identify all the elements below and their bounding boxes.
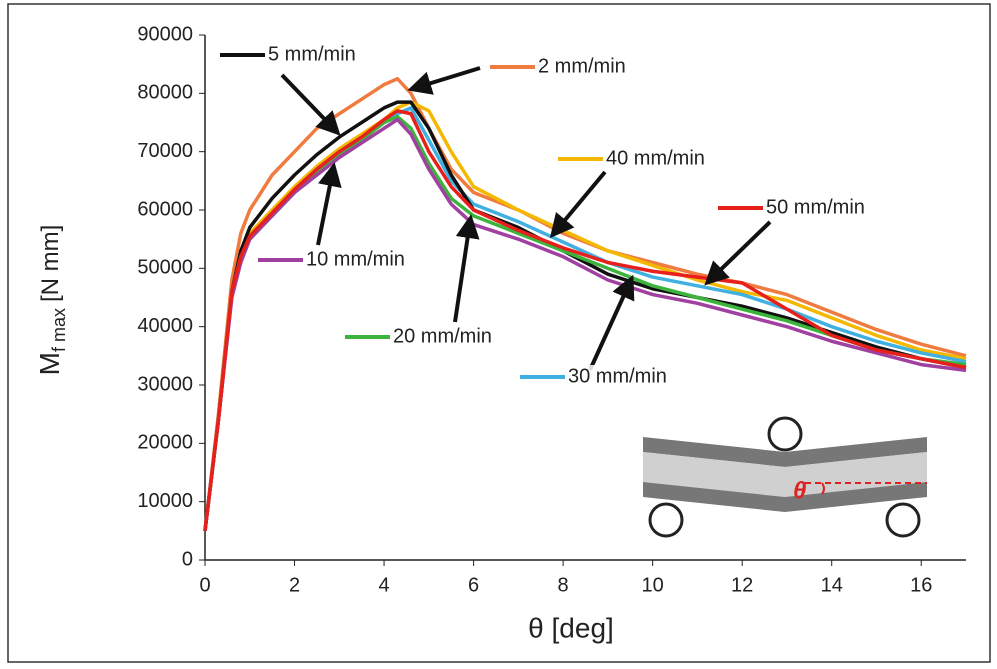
x-tick-label: 2 (289, 574, 300, 596)
annotation-arrow (407, 66, 481, 95)
annotation-arrow (704, 220, 772, 286)
y-tick-label: 30000 (137, 373, 193, 395)
y-tick-label: 20000 (137, 432, 193, 454)
y-label-sub: f max (49, 308, 69, 352)
annotation-arrow (588, 274, 635, 371)
y-axis-label: Mf max [N mm] (34, 225, 68, 376)
legend-bg (391, 325, 493, 349)
y-tick-label: 40000 (137, 315, 193, 337)
annotation-arrow (453, 214, 480, 323)
series-line (203, 117, 967, 532)
x-tick-label: 6 (468, 574, 479, 596)
legend-bg (604, 147, 706, 171)
x-tick-label: 14 (821, 574, 843, 596)
annotation-arrow (316, 162, 342, 246)
series-line (203, 100, 967, 532)
legend-label: 5 mm/min (268, 43, 356, 65)
y-label-unit: [N mm] (37, 225, 64, 302)
legend-bg (266, 43, 358, 67)
x-axis-label: θ [deg] (528, 612, 614, 643)
legend-label: 40 mm/min (606, 147, 705, 169)
legend-label: 50 mm/min (766, 196, 865, 218)
y-tick-label: 10000 (137, 490, 193, 512)
legend-label: 10 mm/min (306, 248, 405, 270)
legend-label: 20 mm/min (393, 325, 492, 347)
legend-bg (566, 365, 668, 389)
y-tick-label: 60000 (137, 198, 193, 220)
inset-diagram (643, 416, 927, 538)
series-line (203, 109, 967, 532)
series-line (203, 100, 967, 532)
y-tick-label: 80000 (137, 82, 193, 104)
y-tick-label: 70000 (137, 140, 193, 162)
legend-bg (304, 248, 406, 272)
frame (7, 3, 991, 663)
x-tick-label: 16 (910, 574, 932, 596)
x-tick-label: 8 (558, 574, 569, 596)
legend-bg (764, 196, 866, 220)
y-tick-label: 50000 (137, 257, 193, 279)
x-tick-label: 4 (378, 574, 389, 596)
y-tick-label: 0 (182, 548, 193, 570)
legend-bg (536, 55, 628, 79)
annotation-arrow (549, 170, 607, 239)
x-tick-label: 10 (642, 574, 664, 596)
y-tick-label: 90000 (137, 23, 193, 45)
annotation-arrow (280, 73, 341, 136)
y-label-main: M (34, 352, 65, 375)
x-tick-label: 0 (199, 574, 210, 596)
x-tick-label: 12 (731, 574, 753, 596)
legend-label: 30 mm/min (568, 365, 667, 387)
legend-label: 2 mm/min (538, 55, 626, 77)
inset-label: θ (793, 477, 806, 504)
